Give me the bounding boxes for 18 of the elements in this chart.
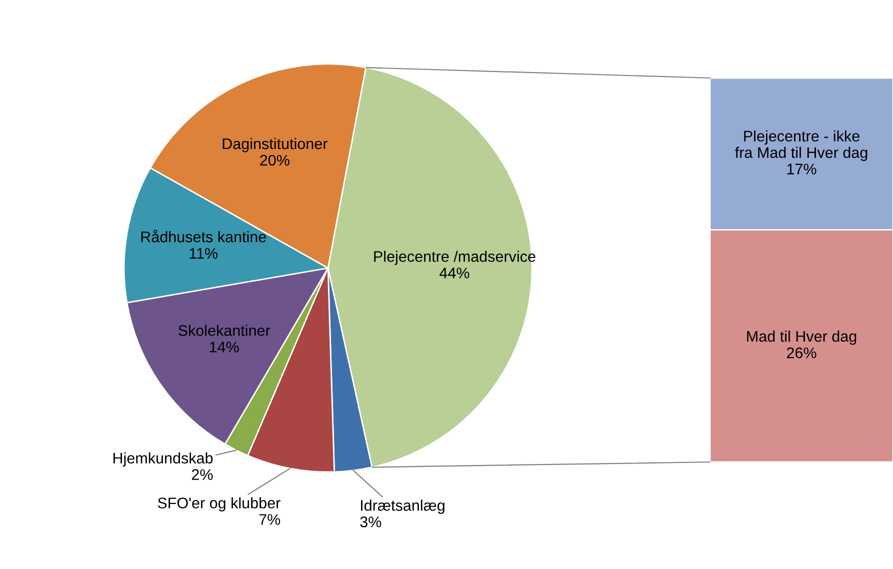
series-label: Plejecentre - ikke fra Mad til Hver dag — [735, 130, 868, 162]
data-label: 3% — [360, 516, 382, 528]
data-label: 14% — [210, 342, 239, 352]
slice-label: Plejecentre /madservice — [374, 250, 536, 265]
data-label: 11% — [190, 248, 218, 259]
slice-label: Daginstitutioner — [222, 138, 328, 152]
data-label: 44% — [440, 268, 470, 278]
data-label: 26% — [786, 347, 816, 358]
slice-label: Idrætsanlæg — [361, 500, 444, 514]
slice-label: Skolekantiner — [178, 324, 270, 336]
data-label: 17% — [787, 164, 816, 174]
slice-label: SFO'er og klubber — [158, 497, 280, 512]
data-label: 2% — [192, 469, 213, 480]
series-label: Mad til Hver dag — [747, 330, 856, 345]
data-label: 7% — [259, 514, 280, 525]
slice-label: Rådhusets kantine — [141, 230, 266, 242]
slice-label: Hjemkundskab — [113, 452, 213, 467]
data-label: 20% — [260, 154, 290, 166]
